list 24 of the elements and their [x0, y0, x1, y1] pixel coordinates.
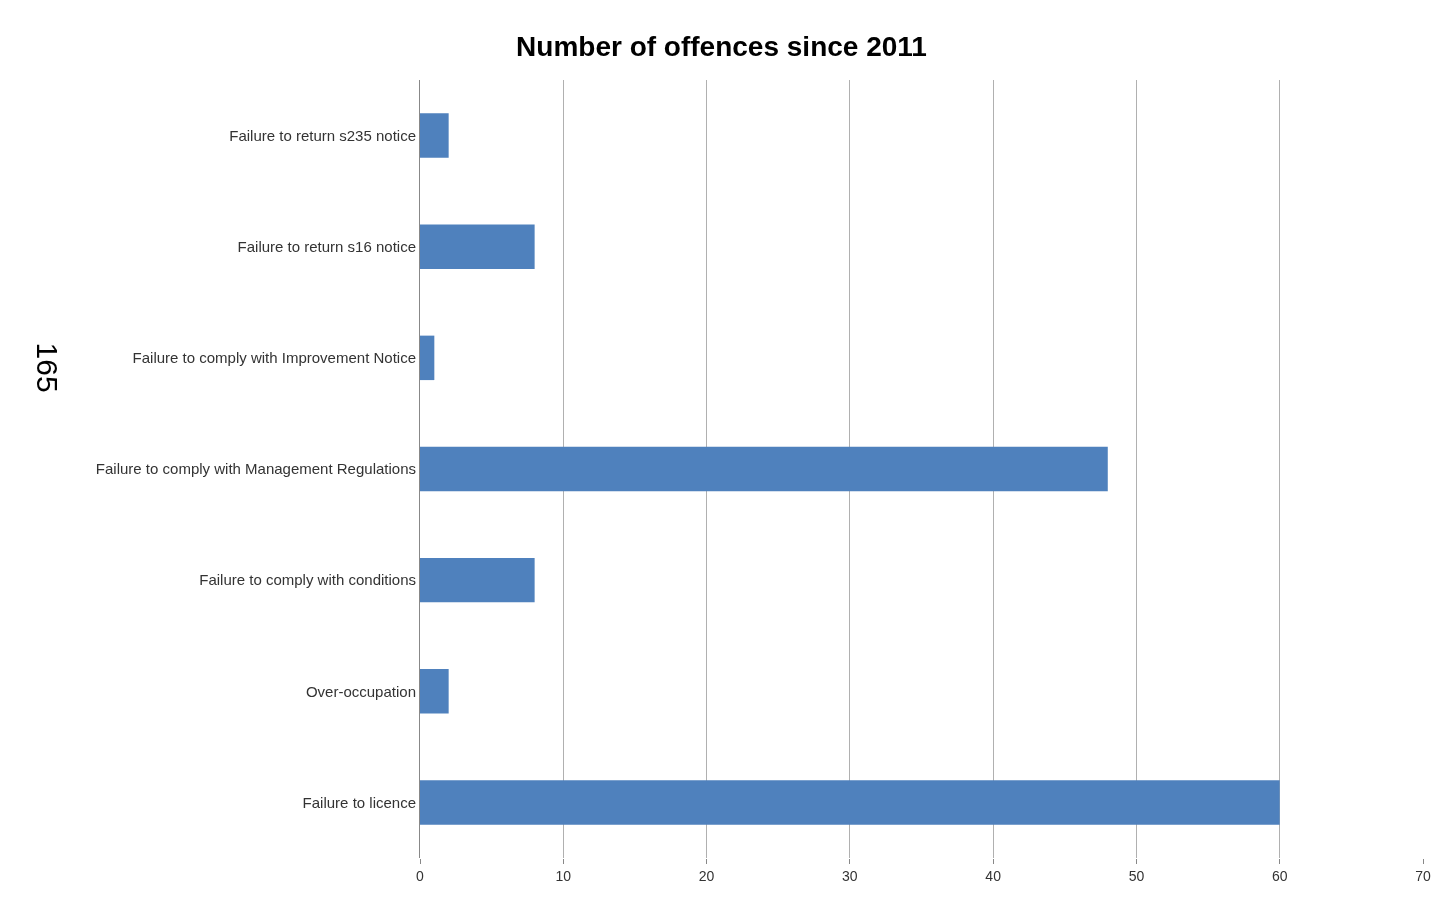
y-tick-label: Failure to comply with Improvement Notice	[132, 349, 416, 367]
y-tick-label: Failure to comply with conditions	[199, 571, 416, 589]
y-tick-label: Failure to return s235 notice	[229, 126, 416, 144]
y-tick-label: Failure to comply with Management Regulations	[95, 460, 416, 478]
x-tick-label: 60	[1271, 867, 1288, 884]
x-tick-label: 70	[1415, 867, 1431, 884]
y-tick-label: Failure to return s16 notice	[237, 237, 416, 255]
x-tick-label: 50	[1128, 867, 1145, 884]
x-tick-label: 0	[416, 867, 425, 884]
bar	[420, 224, 535, 269]
x-tick-label: 40	[985, 867, 1002, 884]
x-tick-label: 10	[555, 867, 572, 884]
chart-title: Number of offences since 2011	[516, 30, 927, 62]
bar	[420, 113, 449, 158]
bar	[420, 335, 435, 381]
y-tick-label: Failure to licence	[302, 793, 416, 811]
y-tick-label: Over-occupation	[305, 682, 416, 700]
bar	[420, 669, 449, 714]
x-tick-label: 20	[698, 867, 715, 884]
x-tick-label: 30	[842, 867, 858, 884]
bar	[420, 446, 1108, 492]
text: 165	[31, 342, 65, 393]
bar	[420, 557, 535, 603]
bar	[420, 780, 1280, 825]
